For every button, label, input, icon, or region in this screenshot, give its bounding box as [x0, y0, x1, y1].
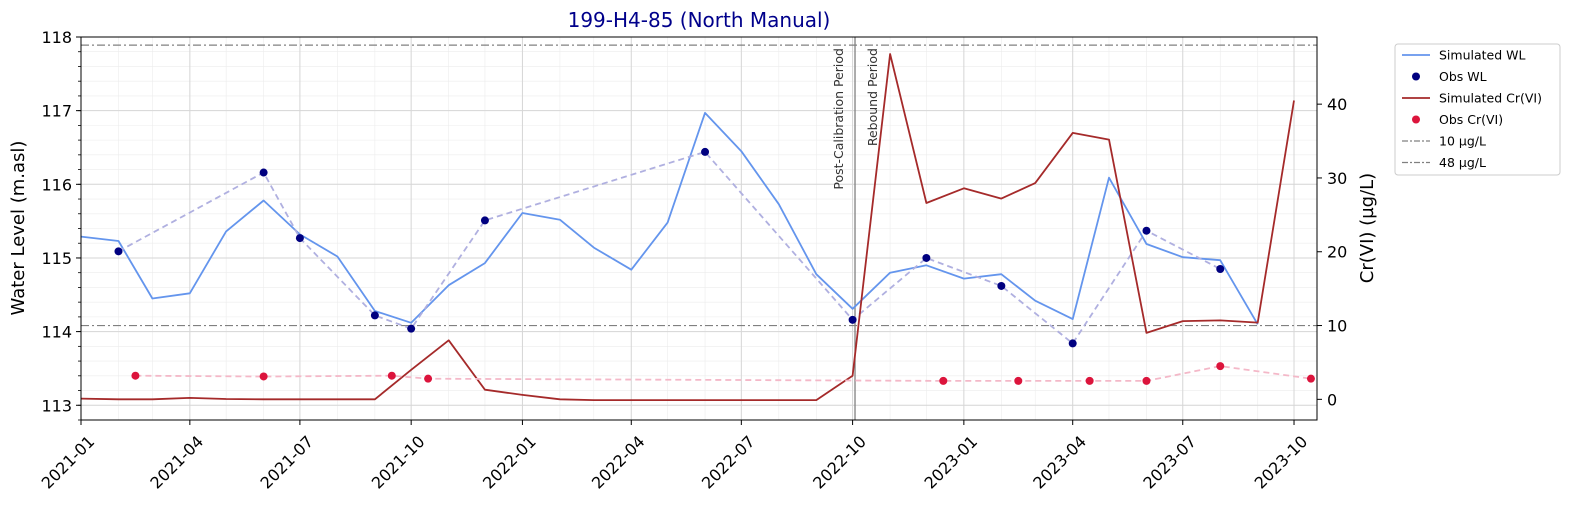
obs-cr-vi-point	[939, 376, 948, 385]
x-axis: 2021-01 2021-04 2021-07 2021-10 2022-01 2022-…	[38, 420, 1312, 493]
x-tick-label: 2021-04	[146, 432, 207, 493]
x-tick-label: 2022-10	[809, 432, 870, 493]
x-tick-label: 2023-04	[1029, 432, 1090, 493]
obs-cr-vi-point	[131, 371, 140, 380]
y-left-tick-label: 117	[41, 102, 72, 121]
x-tick-label: 2021-07	[257, 432, 318, 493]
obs-wl-point	[997, 281, 1006, 290]
obs-wl-point	[1142, 226, 1151, 235]
obs-cr-vi-connector	[135, 365, 1312, 382]
y-right-tick-label: 10	[1327, 317, 1347, 336]
legend-label-simulated-wl: Simulated WL	[1439, 48, 1525, 63]
x-tick-label: 2022-07	[698, 432, 759, 493]
y-left-tick-label: 116	[41, 175, 72, 194]
obs-wl-point	[295, 234, 304, 243]
obs-wl-point	[259, 168, 268, 177]
legend-box	[1394, 43, 1561, 176]
obs-cr-vi-point	[1216, 362, 1225, 371]
x-tick-label: 2021-10	[368, 432, 429, 493]
y-right-tick-label: 20	[1327, 243, 1347, 262]
obs-wl-point	[480, 216, 489, 225]
simulated-cr-vi-line	[80, 53, 1295, 402]
obs-cr-vi-point	[1085, 376, 1094, 385]
obs-cr-vi-point	[424, 374, 433, 383]
obs-wl-point	[1068, 339, 1077, 348]
obs-wl-point	[701, 147, 710, 156]
y-left-tick-label: 118	[41, 28, 72, 47]
obs-wl-point	[370, 311, 379, 320]
x-tick-label: 2023-07	[1139, 432, 1200, 493]
y-axis-right: 0 10 20 30 40	[1317, 95, 1347, 409]
y-left-tick-label: 114	[41, 323, 72, 342]
x-tick-label: 2023-10	[1251, 432, 1312, 493]
post-calibration-label: Post-Calibration Period	[831, 48, 846, 190]
y-axis-right-label: Cr(VI) (µg/L)	[1357, 173, 1378, 283]
reference-lines	[81, 44, 1317, 327]
obs-cr-vi-point	[1142, 376, 1151, 385]
legend: Simulated WL Obs WL Simulated Cr(VI) Obs Cr…	[1394, 43, 1561, 176]
series-layer	[80, 53, 1315, 402]
obs-wl-point	[1216, 265, 1225, 274]
vertical-marker: Post-Calibration Period Rebound Period	[831, 37, 880, 420]
legend-swatch-obs-wl	[1412, 72, 1420, 81]
grid	[80, 36, 1317, 421]
legend-label-obs-wl: Obs WL	[1439, 69, 1487, 84]
obs-cr-vi-point	[1014, 376, 1023, 385]
legend-label-simulated-cr-vi: Simulated Cr(VI)	[1439, 91, 1542, 106]
obs-wl-connector	[118, 150, 1221, 345]
x-tick-label: 2022-01	[479, 432, 540, 493]
y-left-tick-label: 115	[41, 249, 72, 268]
legend-label-obs-cr-vi: Obs Cr(VI)	[1439, 112, 1503, 127]
y-right-tick-label: 0	[1327, 390, 1337, 409]
y-right-tick-label: 40	[1327, 95, 1347, 114]
legend-label-48-g-l: 48 µg/L	[1439, 155, 1486, 170]
y-axis-left: 113 114 115 116 117 118	[41, 28, 81, 421]
obs-cr-vi-point	[259, 372, 268, 381]
y-right-tick-label: 30	[1327, 169, 1347, 188]
x-tick-label: 2022-04	[588, 432, 649, 493]
y-axis-left-label: Water Level (m.asl)	[8, 141, 29, 316]
obs-wl-point	[114, 247, 123, 256]
chart-title: 199-H4-85 (North Manual)	[568, 8, 831, 32]
obs-wl-point	[407, 324, 416, 333]
obs-cr-vi-point	[387, 371, 396, 380]
rebound-period-label: Rebound Period	[865, 48, 880, 146]
obs-cr-vi-point	[1306, 374, 1315, 383]
obs-wl-point	[922, 253, 931, 262]
legend-swatch-obs-cr-vi	[1412, 115, 1420, 124]
x-tick-label: 2021-01	[38, 432, 99, 493]
y-left-tick-label: 113	[41, 396, 72, 415]
simulated-wl-line	[80, 112, 1259, 325]
x-tick-label: 2023-01	[920, 432, 981, 493]
obs-wl-point	[848, 315, 857, 324]
legend-label-10-g-l: 10 µg/L	[1439, 134, 1486, 149]
